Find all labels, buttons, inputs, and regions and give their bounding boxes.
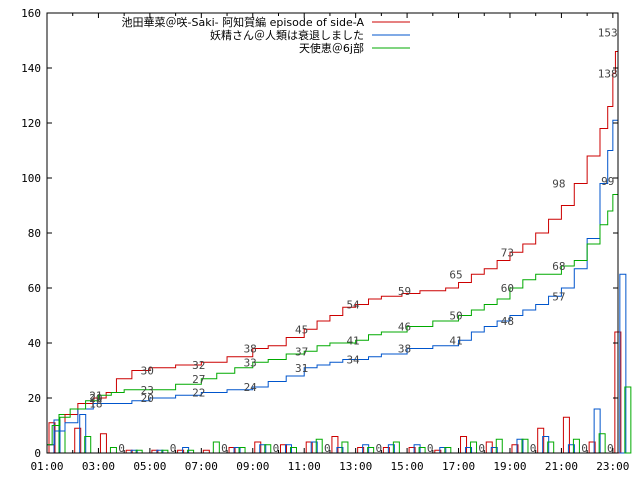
hourly-bar [212, 441, 220, 454]
series-data-label: 46 [398, 321, 411, 334]
x-tick-label: 11:00 [288, 460, 321, 473]
legend: 池田華菜＠咲-Saki- 阿知賀編 episode of side-A妖精さん＠… [122, 15, 410, 55]
series-data-label: 34 [346, 354, 360, 367]
x-tick-label: 01:00 [30, 460, 63, 473]
bar-zero-label: 0 [221, 442, 228, 455]
y-tick-label: 160 [21, 7, 41, 20]
series-data-label: 59 [398, 285, 411, 298]
series-data-label: 54 [346, 299, 360, 312]
y-tick-label: 60 [28, 282, 41, 295]
bar-zero-label: 0 [375, 442, 382, 455]
series-data-label: 73 [501, 246, 514, 259]
hourly-bar [109, 447, 117, 454]
series-data-label: 23 [141, 384, 154, 397]
x-tick-label: 15:00 [391, 460, 424, 473]
axes [46, 12, 619, 454]
bar-zero-label: 0 [581, 442, 588, 455]
y-tick-label: 100 [21, 172, 41, 185]
series-data-label: 27 [192, 373, 205, 386]
plot-frame [46, 12, 619, 454]
series-data-label: 57 [552, 290, 565, 303]
legend-entry-label: 池田華菜＠咲-Saki- 阿知賀編 episode of side-A [122, 15, 365, 29]
y-tick-label: 40 [28, 337, 41, 350]
series-data-label: 33 [244, 356, 257, 369]
series-data-label: 98 [552, 178, 565, 191]
series-data-label: 45 [295, 323, 308, 336]
series-data-label: 30 [141, 365, 154, 378]
series-data-label: 38 [398, 343, 411, 356]
bar-zero-label: 0 [273, 442, 280, 455]
series-data-label: 20 [89, 392, 102, 405]
series-data-label: 65 [449, 268, 462, 281]
series-data-label: 32 [192, 359, 205, 372]
hourly-bars: 0 0 0 0 0 0 0 0 0 0 0 [48, 273, 632, 455]
bar-zero-label: 0 [478, 442, 485, 455]
hourly-bar [619, 273, 627, 454]
legend-entry-label: 妖精さん＠人類は衰退しました [210, 28, 364, 42]
x-axis-ticks: 01:00 03:00 05:00 07:00 09:00 11:00 13:00 15:00… [30, 13, 629, 473]
x-tick-label: 17:00 [442, 460, 475, 473]
x-tick-label: 23:00 [596, 460, 629, 473]
series-data-label: 60 [501, 282, 514, 295]
series-data-label: 31 [295, 362, 308, 375]
series-data-label: 38 [244, 343, 257, 356]
series-data-label: 41 [449, 334, 462, 347]
bar-zero-label: 0 [324, 442, 331, 455]
bar-zero-label: 0 [607, 442, 614, 455]
series-line-1 [47, 32, 619, 446]
series-data-label: 68 [552, 260, 565, 273]
x-tick-label: 05:00 [133, 460, 166, 473]
x-tick-label: 03:00 [82, 460, 115, 473]
series-data-label: 138 [598, 68, 618, 81]
series-data-label: 99 [601, 175, 614, 188]
series-data-label: 41 [346, 334, 359, 347]
x-tick-label: 19:00 [493, 460, 526, 473]
series-data-label: 21 [89, 389, 102, 402]
y-tick-label: 20 [28, 392, 41, 405]
series-data-label: 48 [501, 315, 514, 328]
series-data-label: 20 [141, 392, 154, 405]
y-tick-label: 140 [21, 62, 41, 75]
series-data-label: 18 [89, 398, 102, 411]
cumulative-lines [47, 32, 619, 446]
series-data-label: 22 [192, 387, 205, 400]
x-tick-label: 13:00 [339, 460, 372, 473]
y-axis-ticks: 0 20 40 60 80 100 120 140 160 [21, 7, 618, 460]
series-data-label: 37 [295, 345, 308, 358]
hourly-bar [99, 433, 107, 454]
series-data-label: 153 [598, 26, 618, 39]
x-tick-label: 09:00 [236, 460, 269, 473]
bar-zero-label: 0 [118, 442, 125, 455]
hourly-bar [624, 386, 632, 454]
series-data-label: 24 [244, 381, 258, 394]
x-tick-label: 07:00 [185, 460, 218, 473]
legend-entry-label: 天使恵＠6j部 [299, 41, 364, 55]
series-line-2 [47, 73, 619, 446]
y-tick-label: 120 [21, 117, 41, 130]
y-tick-label: 80 [28, 227, 41, 240]
y-tick-label: 0 [34, 447, 41, 460]
bar-zero-label: 0 [170, 442, 177, 455]
bar-zero-label: 0 [530, 442, 537, 455]
series-data-label: 50 [449, 310, 462, 323]
bar-zero-label: 0 [427, 442, 434, 455]
series-line-3 [47, 180, 619, 446]
x-tick-label: 21:00 [545, 460, 578, 473]
